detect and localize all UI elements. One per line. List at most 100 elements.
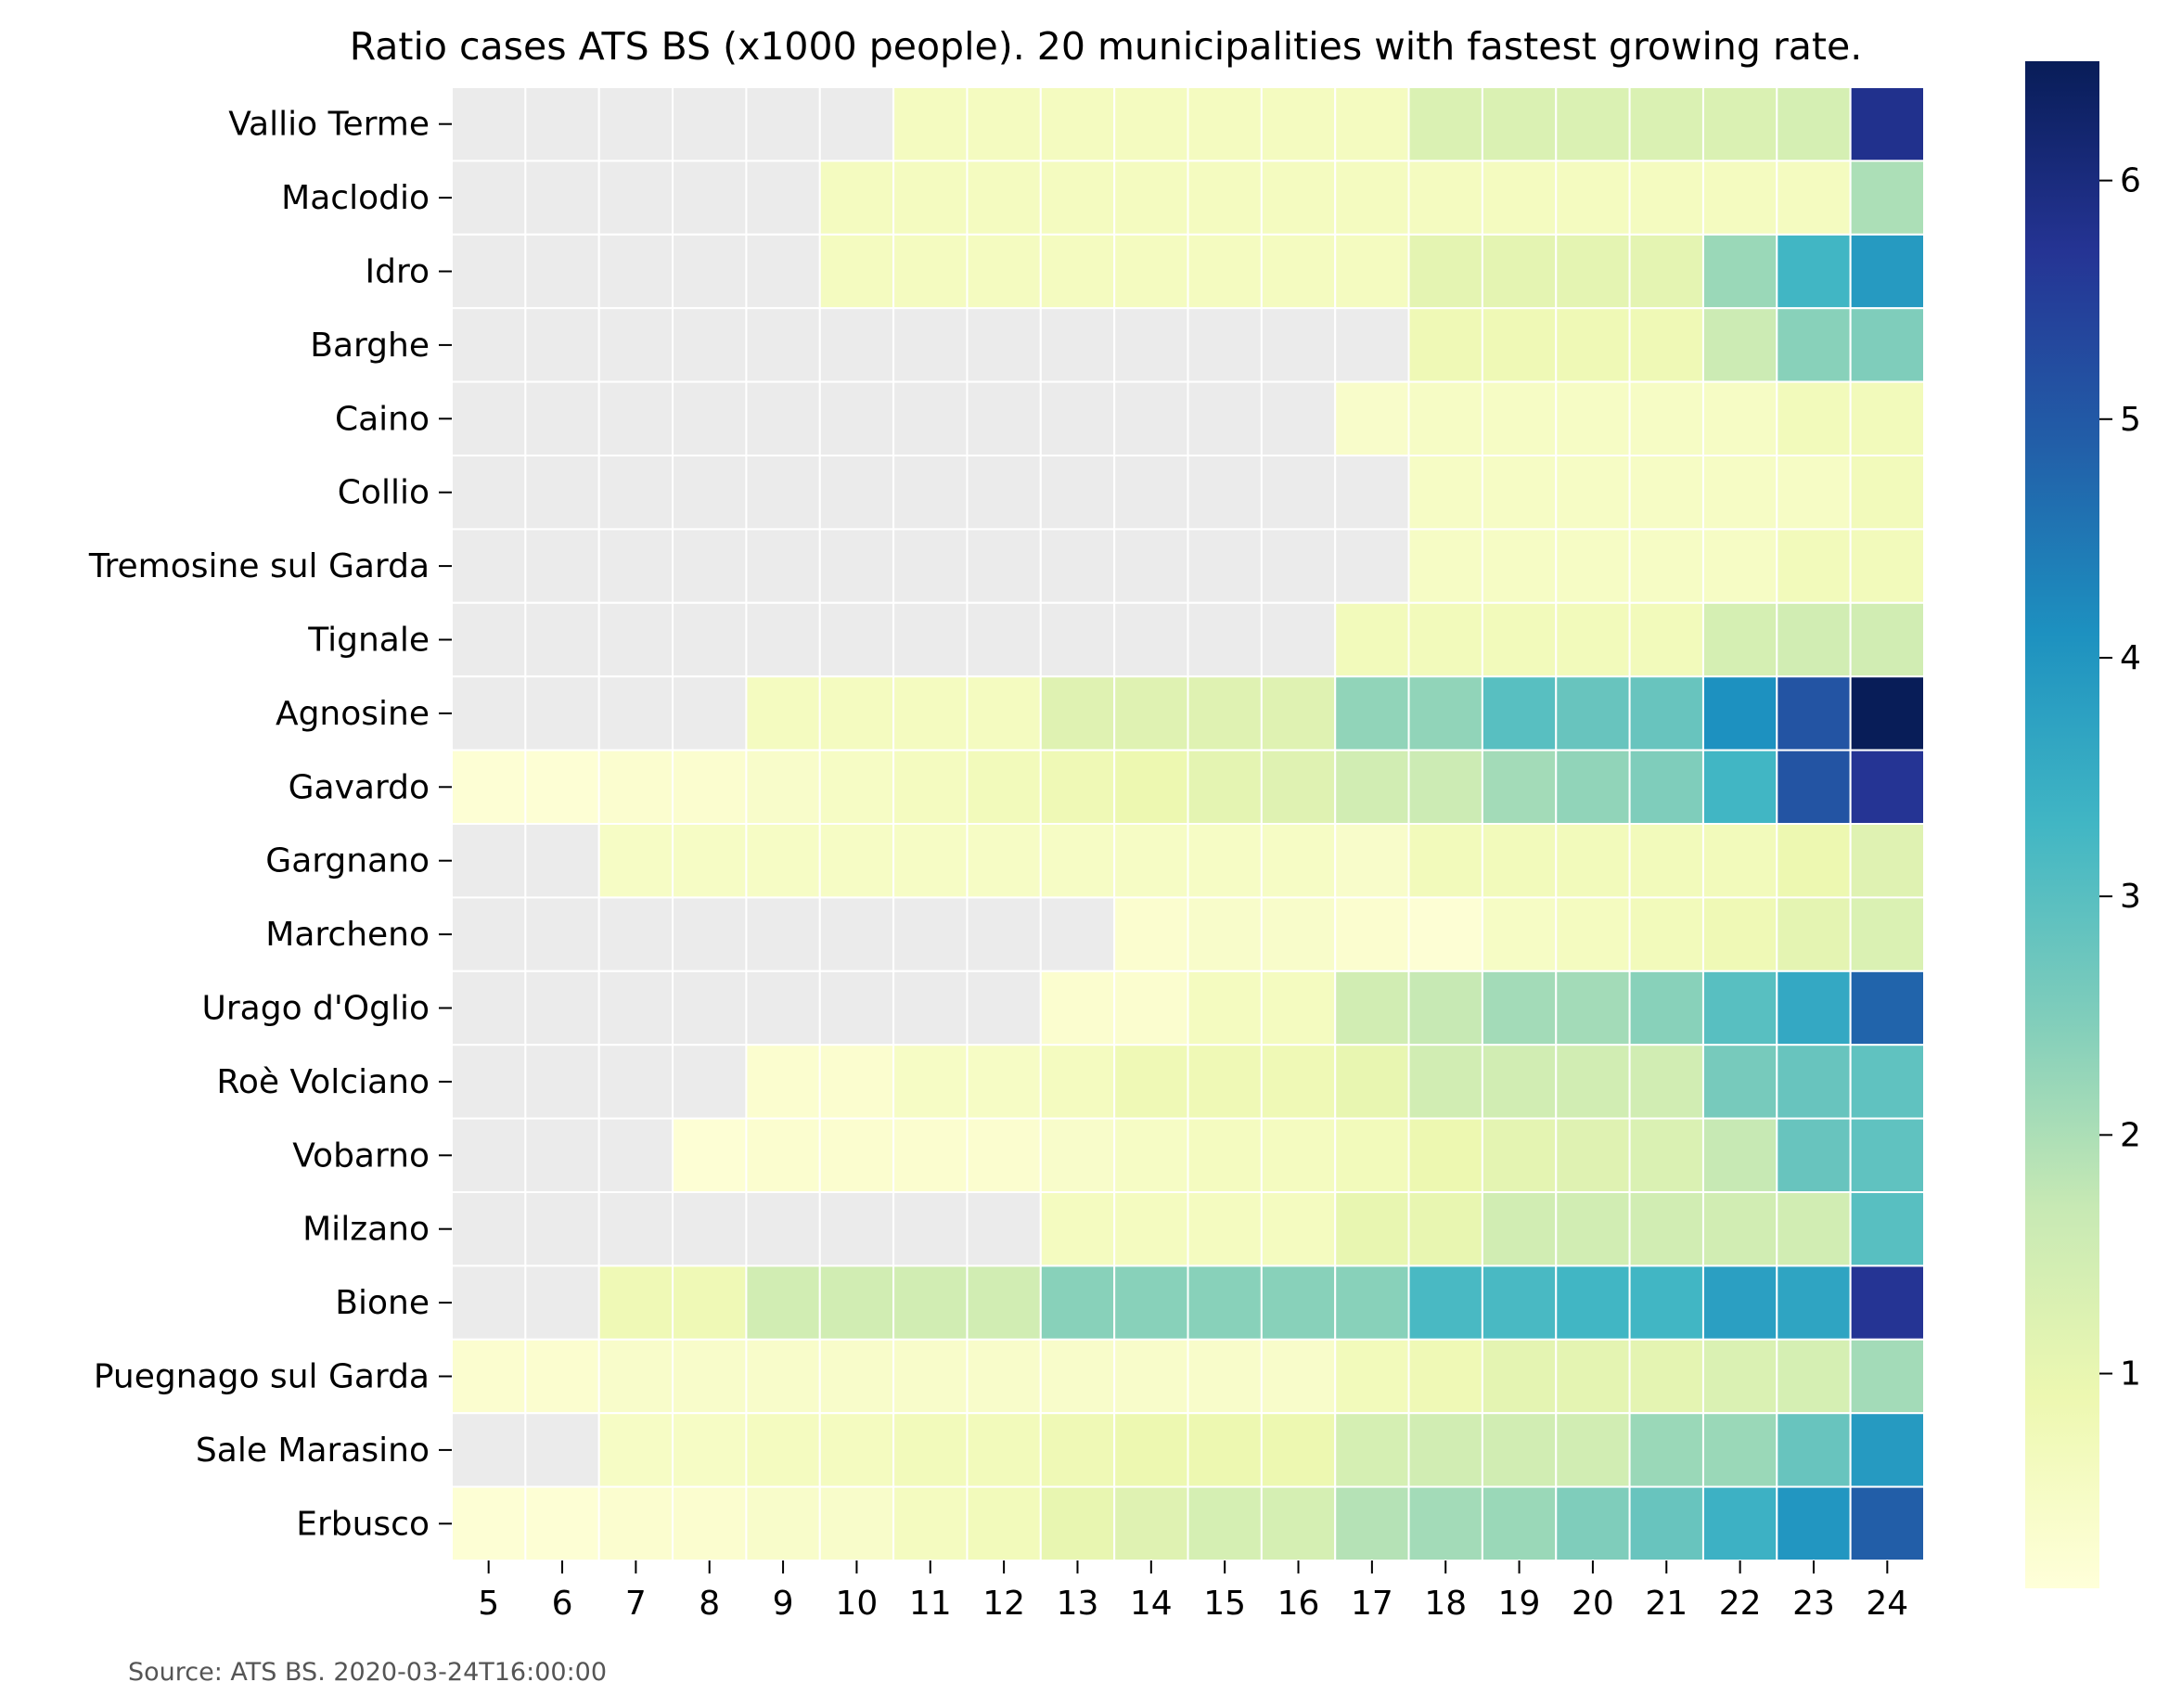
heatmap-cell [1776, 601, 1852, 678]
heatmap-cell [1334, 380, 1410, 457]
heatmap-cell [597, 1117, 674, 1193]
heatmap-cell [966, 380, 1042, 457]
heatmap-cell [1481, 86, 1558, 162]
heatmap-cell [524, 970, 600, 1047]
heatmap-cell [672, 1485, 748, 1561]
heatmap-cell [1113, 528, 1189, 604]
heatmap-cell [966, 86, 1042, 162]
x-tick-label: 22 [1719, 1585, 1762, 1623]
heatmap-cell [1701, 970, 1778, 1047]
heatmap-cell [1113, 896, 1189, 972]
x-tick-label: 21 [1645, 1585, 1688, 1623]
heatmap-cell [1776, 896, 1852, 972]
heatmap-cell [892, 233, 969, 310]
heatmap-cell [1334, 675, 1410, 751]
heatmap-cell [745, 1117, 821, 1193]
heatmap-cell [1187, 1265, 1263, 1341]
heatmap-cell [451, 675, 527, 751]
heatmap-cell [1555, 1412, 1631, 1488]
heatmap-cell [451, 970, 527, 1047]
heatmap-cell [1555, 823, 1631, 899]
heatmap-cell [892, 1265, 969, 1341]
heatmap-cell [451, 896, 527, 972]
heatmap-cell [1260, 1265, 1337, 1341]
heatmap-cell [672, 455, 748, 531]
heatmap-cell [1776, 86, 1852, 162]
heatmap-cell [1628, 380, 1704, 457]
heatmap-cell [597, 380, 674, 457]
heatmap-cell [1113, 160, 1189, 236]
heatmap-cell [966, 823, 1042, 899]
heatmap-cell [1776, 1338, 1852, 1415]
heatmap-cell [1039, 528, 1116, 604]
heatmap-cell [1334, 896, 1410, 972]
heatmap-cell [745, 1191, 821, 1267]
heatmap-cell [1701, 1485, 1778, 1561]
heatmap-cell [597, 1485, 674, 1561]
heatmap-cell [597, 86, 674, 162]
heatmap-cell [1776, 749, 1852, 825]
heatmap-cell [966, 528, 1042, 604]
heatmap-cell [597, 1412, 674, 1488]
heatmap-cell [1628, 86, 1704, 162]
heatmap-cell [672, 601, 748, 678]
heatmap-cell [597, 455, 674, 531]
heatmap-cell [1187, 749, 1263, 825]
heatmap-cell [1407, 1338, 1483, 1415]
heatmap-cell [1260, 1117, 1337, 1193]
heatmap-cell [966, 675, 1042, 751]
heatmap-cell [1187, 455, 1263, 531]
heatmap-cell [818, 896, 895, 972]
heatmap-cell [966, 1044, 1042, 1120]
y-tick-label: Maclodio [281, 179, 430, 217]
x-tick-label: 10 [836, 1585, 879, 1623]
heatmap-cell [1187, 1485, 1263, 1561]
heatmap-cell [1039, 1338, 1116, 1415]
heatmap-cell [672, 1265, 748, 1341]
heatmap-cell [1260, 675, 1337, 751]
heatmap-cell [1481, 749, 1558, 825]
heatmap-cell [1481, 675, 1558, 751]
heatmap-cell [966, 1338, 1042, 1415]
heatmap-cell [745, 455, 821, 531]
heatmap-cell [1776, 970, 1852, 1047]
heatmap-cell [1187, 970, 1263, 1047]
heatmap-cell [818, 1412, 895, 1488]
heatmap-cell [1849, 528, 1926, 604]
heatmap-cell [1555, 528, 1631, 604]
heatmap-cell [818, 823, 895, 899]
heatmap-cell [1555, 675, 1631, 751]
heatmap-cell [524, 233, 600, 310]
heatmap-cell [1334, 1117, 1410, 1193]
heatmap-cell [1113, 1191, 1189, 1267]
x-tick-label: 17 [1351, 1585, 1393, 1623]
heatmap-cell [745, 601, 821, 678]
heatmap-cell [1628, 896, 1704, 972]
y-tick-label: Sale Marasino [196, 1432, 430, 1470]
x-tick-label: 7 [625, 1585, 647, 1623]
x-tick-label: 20 [1572, 1585, 1614, 1623]
heatmap-cell [892, 1044, 969, 1120]
heatmap-cell [1187, 86, 1263, 162]
x-tick-label: 16 [1277, 1585, 1320, 1623]
heatmap-cell [966, 749, 1042, 825]
heatmap-cell [1701, 1117, 1778, 1193]
heatmap-cell [1555, 1338, 1631, 1415]
heatmap-cell [1113, 749, 1189, 825]
y-tick-label: Puegnago sul Garda [94, 1358, 430, 1396]
heatmap-cell [597, 528, 674, 604]
heatmap-cell [1555, 749, 1631, 825]
y-tick-label: Barghe [310, 327, 430, 365]
heatmap-cell [451, 380, 527, 457]
heatmap-cell [1849, 1117, 1926, 1193]
heatmap-cell [1039, 1412, 1116, 1488]
heatmap-cell [1555, 1117, 1631, 1193]
heatmap-cell [1187, 233, 1263, 310]
heatmap-cell [745, 970, 821, 1047]
heatmap-cell [1407, 675, 1483, 751]
heatmap-cell [966, 970, 1042, 1047]
y-axis: Vallio Terme Maclodio Idro Barghe Caino Colli… [88, 106, 452, 1543]
heatmap-cell [597, 1044, 674, 1120]
heatmap-cell [1481, 1191, 1558, 1267]
heatmap-cell [597, 675, 674, 751]
